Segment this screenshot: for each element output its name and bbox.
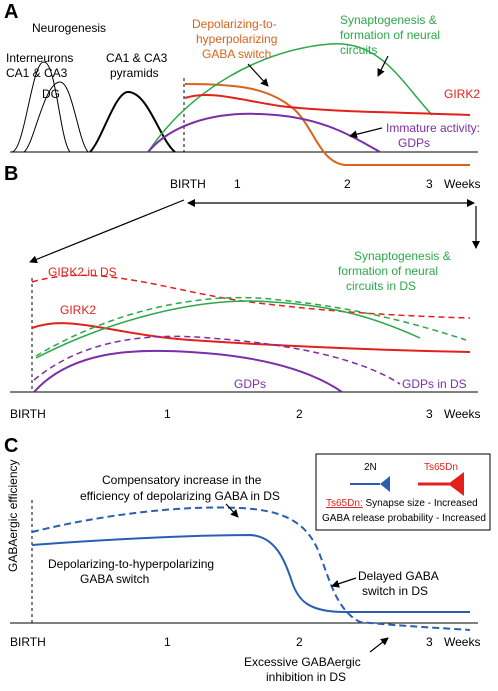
- legend-ts-underlined: Ts65Dn:: [326, 498, 363, 509]
- panel-b: B BIRTH 1 2 3 Weeks GIRK2 in DS GIRK2 Sy…: [4, 163, 480, 421]
- gaba-switch-label-line2: hyperpolarizing: [196, 32, 277, 46]
- y-axis-label: GABAergic efficiency: [6, 460, 20, 573]
- gaba-switch-curve-c: [31, 533, 470, 613]
- gaba-switch-label-line1: Depolarizing-to-: [192, 17, 277, 31]
- synaptogenesis-curve: [147, 43, 433, 153]
- excess-label-line2: inhibition in DS: [266, 670, 346, 684]
- tick-2-label: 2: [344, 177, 351, 191]
- girk2-ds-curve: [31, 274, 471, 319]
- interneurons-label-line1: Interneurons: [6, 51, 73, 65]
- immature-label-line2: GDPs: [398, 136, 430, 150]
- gdps-ds-curve: [33, 335, 401, 385]
- synapto-label-line2: formation of neural: [340, 28, 440, 42]
- girk2-b-label: GIRK2: [60, 303, 96, 317]
- immature-label-line1: Immature activity:: [386, 121, 480, 135]
- gdps-b-label: GDPs: [234, 377, 266, 391]
- compensatory-arrow: [225, 503, 239, 518]
- legend-line1: Ts65Dn: Synapse size - Increased: [326, 498, 478, 509]
- excess-arrow: [369, 637, 389, 653]
- gdps-curve: [147, 112, 381, 153]
- synaptogenesis-ds-curve: [35, 296, 467, 357]
- tick-1-label-b: 1: [164, 407, 171, 421]
- tick-3-label-c: 3: [426, 635, 433, 649]
- synaptogenesis-curve-b: [35, 300, 421, 359]
- legend-ts-label: Ts65Dn: [424, 462, 458, 473]
- synapto-ds-label-line3: circuits in DS: [346, 279, 416, 293]
- gdps-curve-b: [33, 349, 343, 393]
- legend-line1-rest: Synapse size - Increased: [363, 498, 478, 509]
- delayed-label-line1: Delayed GABA: [358, 569, 439, 583]
- gaba-ds-curve-c: [31, 506, 471, 631]
- pyramids-curve: [89, 90, 176, 153]
- panel-b-letter: B: [4, 163, 18, 185]
- neurogenesis-label: Neurogenesis: [32, 21, 106, 35]
- legend-line2: GABA release probability - Increased: [322, 513, 486, 524]
- legend-2n-synapse-icon: [380, 476, 390, 492]
- tick-3-label: 3: [426, 177, 433, 191]
- excess-label-line1: Excessive GABAergic: [244, 655, 361, 669]
- panel-c: C GABAergic efficiency Compensatory incr…: [4, 435, 491, 684]
- tick-1-label-c: 1: [164, 635, 171, 649]
- birth-label-b: BIRTH: [10, 407, 46, 421]
- girk2-curve-b: [31, 322, 471, 353]
- tick-3-label-b: 3: [426, 407, 433, 421]
- compensatory-label-line1: Compensatory increase in the: [102, 473, 262, 487]
- pyramids-label-line2: pyramids: [110, 66, 159, 80]
- panel-a-letter: A: [4, 1, 18, 23]
- birth-label: BIRTH: [170, 177, 206, 191]
- girk2-ds-label: GIRK2 in DS: [48, 265, 117, 279]
- delayed-label-line2: switch in DS: [362, 584, 428, 598]
- gaba-switch-curve: [184, 83, 470, 166]
- synapto-label-line1: Synaptogenesis &: [340, 13, 437, 27]
- synapto-label-line3: circuits: [340, 43, 377, 57]
- synapse-legend: 2N Ts65Dn Ts65Dn: Synapse size - Increas…: [315, 453, 491, 531]
- birth-label-c: BIRTH: [10, 635, 46, 649]
- panel-a: A Neurogenesis Interneurons CA1 & CA3 DG…: [4, 1, 480, 166]
- tick-2-label-c: 2: [296, 635, 303, 649]
- panel-c-letter: C: [4, 435, 18, 457]
- immature-arrow: [349, 127, 383, 139]
- girk2-label: GIRK2: [444, 87, 480, 101]
- girk2-curve: [184, 94, 471, 116]
- tick-2-label-b: 2: [296, 407, 303, 421]
- synapto-arrow: [377, 55, 389, 77]
- delayed-arrow: [331, 577, 357, 588]
- synapto-ds-label-line1: Synaptogenesis &: [354, 249, 451, 263]
- gaba-switch-label-line3: GABA switch: [202, 47, 271, 61]
- legend-ts-synapse-icon: [448, 472, 464, 496]
- tick-1-label: 1: [234, 177, 241, 191]
- zoom-left-arrow: [29, 199, 185, 264]
- gdps-ds-label: GDPs in DS: [402, 377, 467, 391]
- switch-label-line2: GABA switch: [80, 572, 149, 586]
- weeks-label: Weeks: [444, 177, 480, 191]
- synapto-ds-label-line2: formation of neural: [338, 264, 438, 278]
- pyramids-label-line1: CA1 & CA3: [106, 51, 168, 65]
- legend-2n-label: 2N: [364, 462, 377, 473]
- weeks-label-c: Weeks: [444, 635, 480, 649]
- gaba-switch-arrow: [247, 63, 269, 87]
- interneurons-curve: [11, 61, 71, 153]
- weeks-label-b: Weeks: [444, 407, 480, 421]
- dg-curve: [23, 81, 89, 153]
- compensatory-label-line2: efficiency of depolarizing GABA in DS: [80, 489, 280, 503]
- switch-label-line1: Depolarizing-to-hyperpolarizing: [48, 557, 214, 571]
